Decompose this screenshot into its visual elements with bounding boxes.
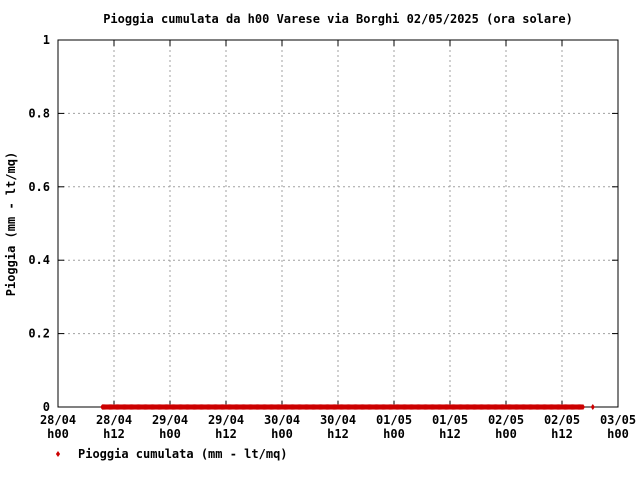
y-ticks: 0 0.2 0.4 0.6 0.8 1 [28, 33, 618, 414]
x-tick-label-hour: h00 [383, 427, 405, 441]
y-tick-label: 1 [43, 33, 50, 47]
y-tick-label: 0.6 [28, 180, 50, 194]
x-tick-label-hour: h12 [103, 427, 125, 441]
chart-title: Pioggia cumulata da h00 Varese via Borgh… [103, 12, 573, 26]
x-tick-label-date: 03/05 [600, 413, 636, 427]
grid [58, 40, 618, 407]
x-tick-label-date: 02/05 [544, 413, 580, 427]
x-tick-label-hour: h00 [47, 427, 69, 441]
x-tick-label-date: 30/04 [264, 413, 300, 427]
y-tick-label: 0.8 [28, 106, 50, 120]
x-ticks: 28/04h0028/04h1229/04h0029/04h1230/04h00… [40, 40, 636, 441]
x-tick-label-date: 30/04 [320, 413, 356, 427]
x-tick-label-date: 29/04 [152, 413, 188, 427]
legend: Pioggia cumulata (mm - lt/mq) [55, 447, 288, 461]
x-tick-label-date: 02/05 [488, 413, 524, 427]
y-tick-label: 0 [43, 400, 50, 414]
y-axis-label: Pioggia (mm - lt/mq) [4, 152, 18, 297]
x-tick-label-date: 01/05 [432, 413, 468, 427]
x-tick-label-hour: h00 [271, 427, 293, 441]
data-points [100, 404, 595, 410]
x-tick-label-hour: h00 [495, 427, 517, 441]
legend-label: Pioggia cumulata (mm - lt/mq) [78, 447, 288, 461]
x-tick-label-date: 29/04 [208, 413, 244, 427]
x-tick-label-date: 28/04 [40, 413, 76, 427]
x-tick-label-hour: h12 [215, 427, 237, 441]
x-tick-label-date: 01/05 [376, 413, 412, 427]
x-tick-label-hour: h12 [327, 427, 349, 441]
x-tick-label-hour: h12 [439, 427, 461, 441]
y-tick-label: 0.2 [28, 327, 50, 341]
legend-marker [55, 451, 61, 457]
x-tick-label-hour: h12 [551, 427, 573, 441]
data-point [580, 404, 586, 410]
y-tick-label: 0.4 [28, 253, 50, 267]
x-tick-label-hour: h00 [159, 427, 181, 441]
x-tick-label-date: 28/04 [96, 413, 132, 427]
x-tick-label-hour: h00 [607, 427, 629, 441]
data-point [590, 404, 595, 410]
